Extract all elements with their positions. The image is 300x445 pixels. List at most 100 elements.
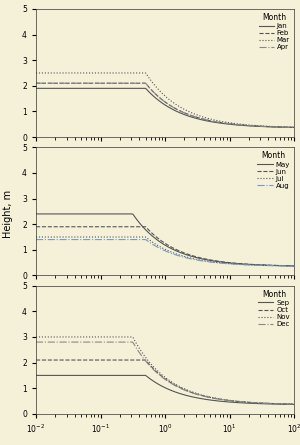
Dec [222, 397, 225, 403]
May [65, 211, 69, 217]
Sep [222, 399, 225, 404]
Feb [222, 120, 225, 125]
Jan [220, 121, 224, 126]
Line: Jan: Jan [36, 89, 294, 127]
Jan [65, 86, 69, 91]
Jul [136, 235, 140, 240]
Dec [220, 397, 224, 402]
Nov [118, 334, 122, 340]
Oct [292, 401, 296, 407]
Apr [34, 81, 38, 86]
Feb [118, 81, 122, 86]
Mar [222, 119, 225, 125]
Mar [220, 119, 224, 124]
Aug [34, 237, 38, 242]
Dec [34, 340, 38, 345]
Line: Feb: Feb [36, 83, 294, 127]
Jan [118, 86, 122, 91]
Mar [292, 125, 296, 130]
Aug [136, 237, 140, 242]
Dec [196, 392, 200, 397]
Aug [292, 263, 296, 269]
Apr [65, 81, 69, 86]
Jul [65, 235, 69, 240]
Aug [220, 261, 224, 266]
Jun [136, 224, 140, 230]
Feb [220, 120, 224, 125]
Legend: Sep, Oct, Nov, Dec: Sep, Oct, Nov, Dec [257, 289, 290, 328]
May [136, 218, 140, 224]
Line: Apr: Apr [36, 83, 294, 127]
Sep [65, 373, 69, 378]
Oct [196, 392, 200, 397]
Dec [136, 348, 140, 354]
Apr [136, 81, 140, 86]
Jun [220, 259, 224, 264]
Mar [34, 70, 38, 76]
Jun [222, 259, 225, 265]
Nov [222, 397, 225, 402]
Jul [220, 260, 224, 266]
Legend: May, Jun, Jul, Aug: May, Jun, Jul, Aug [257, 151, 290, 189]
Nov [65, 334, 69, 340]
Apr [196, 115, 200, 121]
Sep [136, 373, 140, 378]
Line: Nov: Nov [36, 337, 294, 404]
Line: Dec: Dec [36, 342, 294, 404]
Sep [292, 402, 296, 407]
Feb [196, 115, 200, 121]
Dec [118, 340, 122, 345]
Apr [292, 125, 296, 130]
Mar [65, 70, 69, 76]
Jan [34, 86, 38, 91]
Aug [118, 237, 122, 242]
Jul [222, 260, 225, 266]
Feb [136, 81, 140, 86]
Jun [65, 224, 69, 230]
Jul [196, 257, 200, 263]
May [220, 259, 224, 265]
Oct [222, 397, 225, 402]
May [196, 255, 200, 261]
Line: Jul: Jul [36, 237, 294, 266]
Oct [118, 357, 122, 363]
Nov [292, 401, 296, 407]
Jun [34, 224, 38, 230]
May [222, 259, 225, 265]
Sep [196, 396, 200, 401]
Oct [34, 357, 38, 363]
Jul [118, 235, 122, 240]
Aug [222, 261, 225, 266]
Jan [292, 125, 296, 130]
Nov [196, 391, 200, 396]
Apr [222, 120, 225, 125]
Oct [136, 357, 140, 363]
Aug [65, 237, 69, 242]
Apr [118, 81, 122, 86]
Line: Oct: Oct [36, 360, 294, 404]
Line: Mar: Mar [36, 73, 294, 127]
Oct [220, 397, 224, 402]
Jun [292, 263, 296, 268]
Mar [136, 70, 140, 76]
Line: Sep: Sep [36, 376, 294, 405]
Text: Height, m: Height, m [3, 190, 13, 238]
Legend: Jan, Feb, Mar, Apr: Jan, Feb, Mar, Apr [258, 12, 290, 51]
Sep [220, 399, 224, 404]
Sep [118, 373, 122, 378]
May [292, 263, 296, 269]
Nov [220, 396, 224, 402]
Dec [65, 340, 69, 345]
Jun [196, 255, 200, 260]
Mar [118, 70, 122, 76]
Feb [34, 81, 38, 86]
Line: Aug: Aug [36, 239, 294, 266]
Sep [34, 373, 38, 378]
Jan [222, 121, 225, 126]
Aug [196, 258, 200, 263]
May [118, 211, 122, 217]
Line: May: May [36, 214, 294, 266]
Jan [136, 86, 140, 91]
Jun [118, 224, 122, 230]
Oct [65, 357, 69, 363]
